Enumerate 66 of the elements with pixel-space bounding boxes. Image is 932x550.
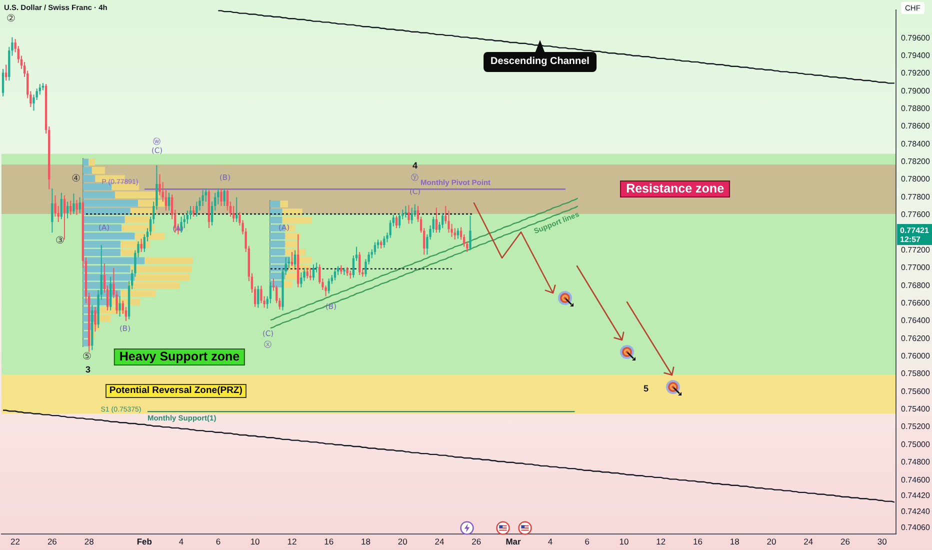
y-tick-label: 0.74800 bbox=[901, 458, 930, 467]
x-tick-label: 10 bbox=[619, 536, 629, 546]
x-tick-label: 18 bbox=[361, 536, 371, 546]
band-label: Heavy Support zone bbox=[114, 348, 245, 366]
x-tick-label: 28 bbox=[84, 536, 94, 546]
annotation: 5 bbox=[643, 383, 649, 394]
annotation: 4 bbox=[412, 160, 418, 170]
x-tick-label: 6 bbox=[584, 536, 590, 546]
y-tick-label: 0.78400 bbox=[901, 139, 930, 148]
x-tick-label: 12 bbox=[287, 536, 297, 546]
y-tick-label: 0.78000 bbox=[901, 174, 930, 184]
y-tick-label: 0.75000 bbox=[901, 440, 930, 449]
x-tick-label: Mar bbox=[506, 536, 522, 546]
x-tick-label: 4 bbox=[548, 536, 553, 546]
x-tick-label: 30 bbox=[877, 536, 888, 546]
y-tick-label: 0.75600 bbox=[901, 386, 930, 396]
x-tick-label: 12 bbox=[656, 536, 666, 546]
y-tick-label: 0.76000 bbox=[901, 352, 930, 361]
x-tick-label: 24 bbox=[434, 536, 444, 546]
band-label: Potential Reversal Zone(PRZ) bbox=[105, 384, 246, 398]
x-tick-label: 16 bbox=[324, 536, 334, 546]
y-tick-label: 0.78800 bbox=[901, 104, 930, 114]
annotation: 3 bbox=[85, 364, 91, 374]
y-tick-label: 0.78200 bbox=[901, 157, 930, 166]
candlestick bbox=[343, 268, 346, 275]
y-tick-label: 0.75200 bbox=[901, 422, 930, 432]
x-tick-label: 10 bbox=[250, 536, 260, 546]
y-tick-label: 0.78600 bbox=[901, 122, 930, 131]
x-tick-label: Feb bbox=[136, 536, 152, 546]
y-tick-label: 0.77600 bbox=[901, 210, 930, 220]
y-tick-label: 0.76800 bbox=[901, 280, 930, 290]
y-tick-label: 0.76400 bbox=[901, 316, 930, 326]
x-tick-label: 16 bbox=[692, 536, 703, 546]
y-tick-label: 0.79400 bbox=[901, 50, 930, 60]
y-tick-label: 0.74420 bbox=[901, 491, 930, 500]
y-tick-label: 0.79200 bbox=[901, 68, 930, 78]
y-tick-label: 0.77800 bbox=[901, 192, 930, 202]
annotation: Descending Channel bbox=[484, 52, 596, 72]
y-tick-label: 0.74240 bbox=[901, 507, 930, 516]
band-label: Resistance zone bbox=[620, 180, 730, 198]
x-tick-label: 26 bbox=[840, 536, 850, 546]
x-tick-label: 18 bbox=[730, 536, 740, 546]
x-tick-label: 26 bbox=[47, 536, 58, 546]
annotation: ④ bbox=[72, 174, 81, 185]
x-tick-label: 6 bbox=[216, 536, 221, 546]
x-tick-label: 20 bbox=[398, 536, 408, 546]
x-tick-label: 26 bbox=[472, 536, 482, 546]
x-tick-label: 24 bbox=[804, 536, 814, 546]
y-tick-label: 0.75800 bbox=[901, 369, 930, 378]
y-tick-label: 0.74060 bbox=[901, 523, 930, 532]
y-tick-label: 0.77200 bbox=[901, 245, 930, 254]
y-tick-label: 0.75400 bbox=[901, 404, 930, 414]
y-tick-label: 0.79000 bbox=[901, 86, 930, 96]
x-tick-label: 4 bbox=[178, 536, 184, 546]
y-tick-label: 0.76200 bbox=[901, 334, 930, 343]
x-tick-label: 20 bbox=[766, 536, 776, 546]
annotation: ⑤ bbox=[82, 352, 92, 363]
y-tick-label: 0.74600 bbox=[901, 475, 930, 484]
annotation: ② bbox=[6, 14, 16, 25]
y-tick-label: 0.77000 bbox=[901, 263, 930, 272]
price-tag: 0.77421 12:57 bbox=[897, 224, 932, 245]
x-tick-label: 22 bbox=[10, 536, 20, 546]
y-tick-label: 0.79600 bbox=[901, 33, 930, 42]
annotation: ③ bbox=[56, 236, 65, 247]
y-tick-label: 0.76600 bbox=[901, 298, 930, 308]
candlestick bbox=[404, 206, 407, 218]
